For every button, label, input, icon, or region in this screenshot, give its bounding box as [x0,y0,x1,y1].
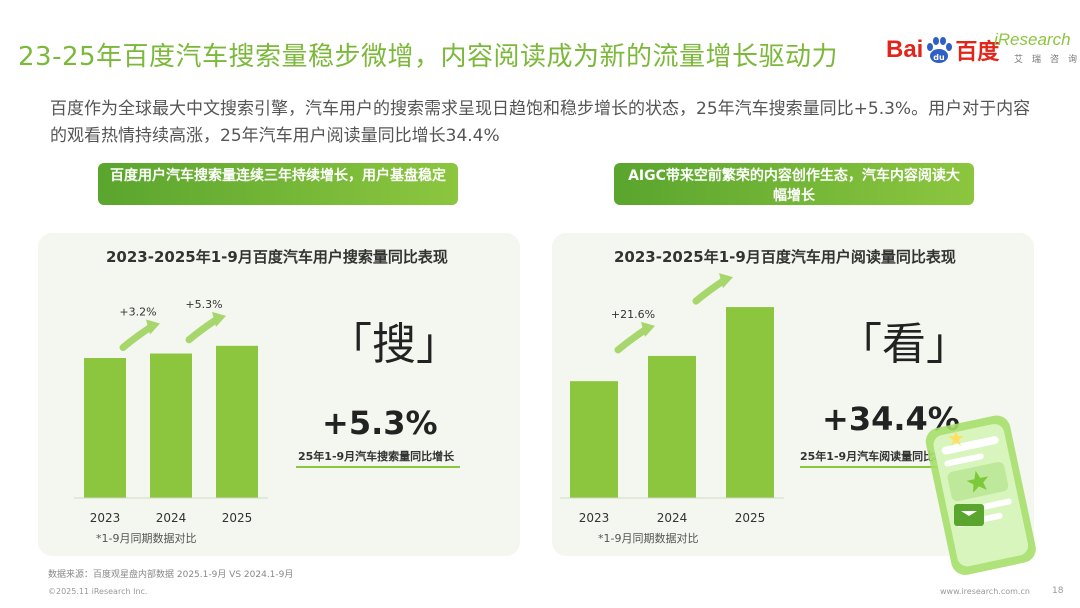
growth-label-2: +34.4% [689,270,733,272]
search-big-char: 「搜」 [328,319,460,370]
read-kpi-divider [800,466,964,468]
summary-text: 百度作为全球最大中文搜索引擎，汽车用户的搜索需求呈现日趋饱和稳步增长的状态，25… [50,99,1031,146]
baidu-paw-icon: du [927,37,953,63]
read-chart-note: *1-9月同期数据对比 [598,532,699,545]
growth-label-2: +5.3% [185,298,222,311]
bar-2023 [570,381,618,498]
search-chart-note: *1-9月同期数据对比 [96,532,197,545]
growth-arrowhead-1 [641,321,655,337]
bar-2025 [726,307,774,498]
read-big-char: 「看」 [838,319,970,370]
x-tick-2023: 2023 [90,511,121,525]
growth-arrow-2 [185,316,220,344]
x-tick-2024: 2024 [657,511,688,525]
read-chart-title: 2023-2025年1-9月百度汽车用户阅读量同比表现 [614,248,956,266]
iresearch-logo-sub: 艾瑞咨询 [1014,55,1080,65]
right-highlight-pill: AIGC带来空前繁荣的内容创作生态，汽车内容阅读大幅增长 [614,163,974,205]
search-kpi-divider [296,466,460,468]
left-highlight-pill: 百度用户汽车搜索量连续三年持续增长，用户基盘稳定 [98,163,458,205]
growth-label-1: +3.2% [119,306,156,319]
growth-arrowhead-2 [719,273,733,289]
growth-label-1: +21.6% [611,308,655,321]
x-tick-2025: 2025 [222,511,253,525]
x-tick-2025: 2025 [735,511,766,525]
copyright: ©2025.11 iResearch Inc. [48,587,148,596]
read-growth-label: 25年1-9月汽车阅读量同比增长 [800,450,957,463]
growth-arrowhead-2 [212,311,226,327]
baidu-logo-cn: 百度 [955,40,1000,65]
read-chart: 2023 2024 2025 +21.6% +34.4% [560,270,784,525]
data-source: 数据来源：百度观星盘内部数据 2025.1-9月 VS 2024.1-9月 [48,570,294,580]
growth-arrow-1 [119,324,154,352]
search-chart: 2023 2024 2025 +3.2% +5.3% [74,298,268,525]
baidu-logo-bai: Bai [886,36,924,63]
growth-arrowhead-1 [146,319,160,335]
svg-text:du: du [934,53,946,62]
growth-arrow-1 [614,326,649,354]
bar-2025 [216,345,258,498]
website-link[interactable]: www.iresearch.com.cn [940,587,1030,596]
page-number: 18 [1052,586,1064,596]
search-growth-value: +5.3% [322,404,438,442]
page-title: 23-25年百度汽车搜索量稳步微增，内容阅读成为新的流量增长驱动力 [18,42,839,72]
growth-arrow-2 [692,277,727,305]
bar-2023 [84,358,126,498]
baidu-logo: Bai du 百度 [886,32,999,68]
x-tick-2024: 2024 [156,511,187,525]
phone-illustration [925,415,1036,575]
search-chart-title: 2023-2025年1-9月百度汽车用户搜索量同比表现 [106,248,448,266]
x-tick-2023: 2023 [579,511,610,525]
bar-2024 [648,355,696,498]
bar-2024 [150,353,192,498]
iresearch-logo: iResearch 艾瑞咨询 [994,30,1080,70]
iresearch-logo-name: iResearch [994,30,1071,49]
search-growth-label: 25年1-9月汽车搜索量同比增长 [298,450,455,463]
